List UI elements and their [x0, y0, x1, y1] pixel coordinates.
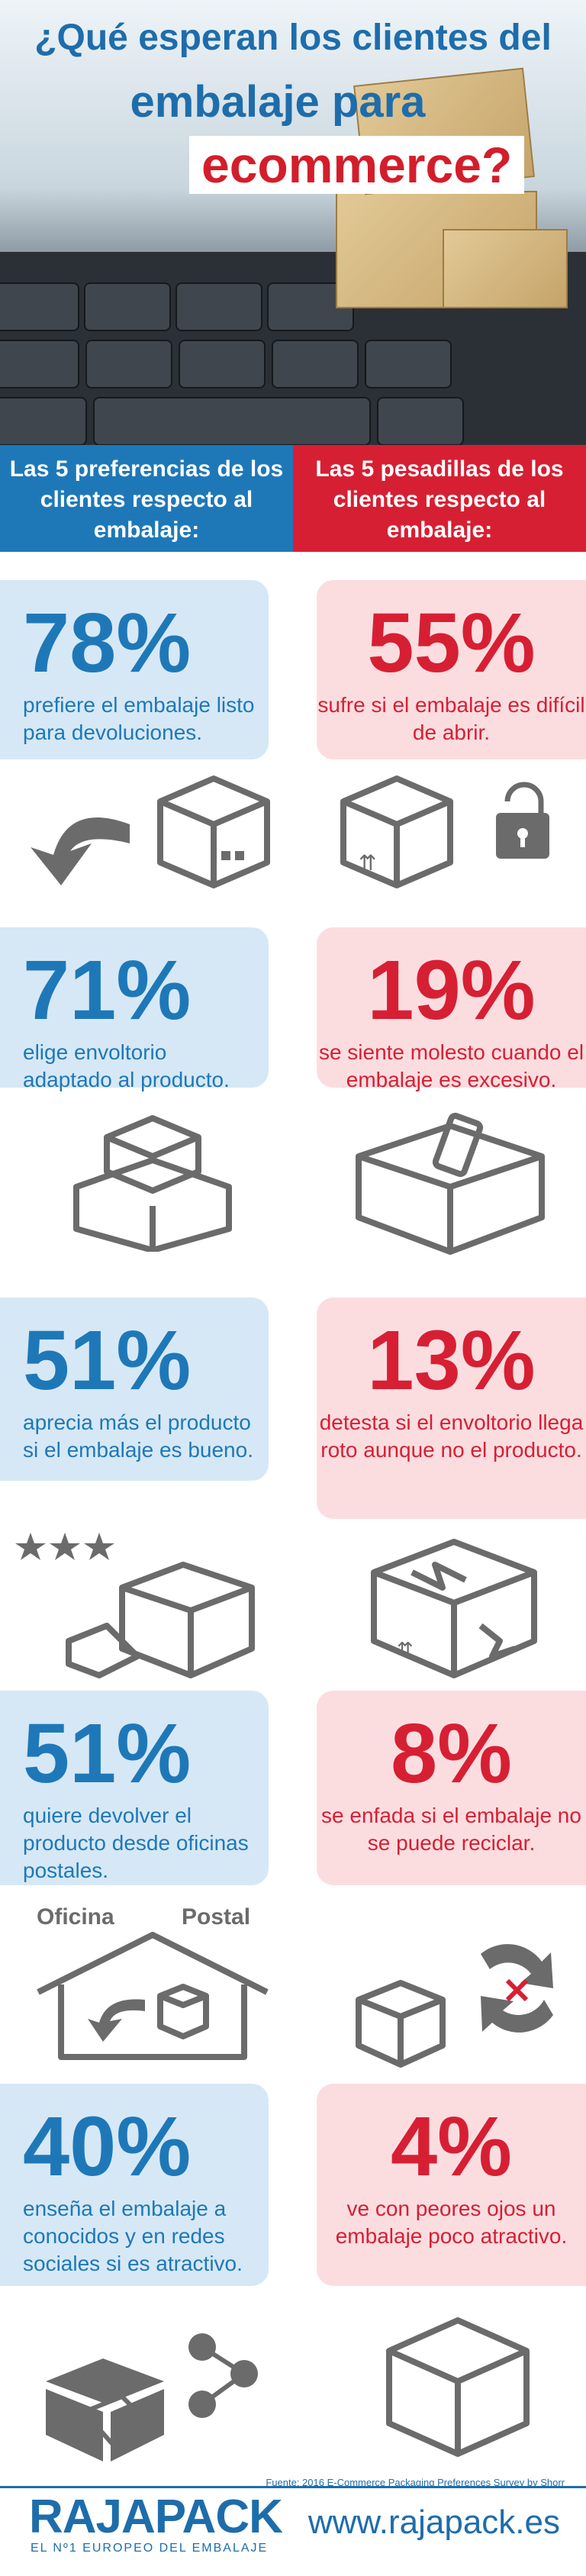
key	[85, 340, 172, 388]
preference-card-1: 78% prefiere el embalaje listo para devo…	[0, 580, 269, 759]
key	[179, 340, 266, 388]
title-line-1: ¿Qué esperan los clientes del	[34, 18, 552, 58]
key	[0, 397, 87, 445]
pain-text: se siente molesto cuando el embalaje es …	[318, 1040, 584, 1091]
preference-percent: 78%	[23, 596, 192, 690]
recycle-box-icon	[356, 1944, 553, 2068]
website-link[interactable]: www.rajapack.es	[307, 2503, 560, 2541]
pain-text: se enfada si el embalaje no se puede rec…	[321, 1804, 581, 1855]
footer-divider	[0, 2486, 586, 2488]
preference-percent: 40%	[23, 2100, 192, 2194]
pain-card-3: 13% detesta si el envoltorio llega roto …	[317, 1298, 586, 1519]
pain-percent: 13%	[367, 1314, 536, 1407]
sealed-box-lock-icon: ⇈	[340, 775, 549, 888]
key	[0, 340, 79, 388]
logo-tagline: EL Nº1 EUROPEO DEL EMBALAJE	[31, 2542, 269, 2555]
preference-text: prefiere el embalaje listo para devoluci…	[23, 693, 255, 744]
key	[93, 397, 371, 445]
post-office-icon	[37, 1932, 269, 2060]
pain-percent: 19%	[367, 943, 536, 1037]
preference-percent: 71%	[23, 943, 192, 1037]
pain-text: detesta si el envoltorio llega roto aunq…	[319, 1411, 584, 1462]
pain-percent: 8%	[391, 1707, 512, 1801]
pain-card-5: 4% ve con peores ojos un embalaje poco a…	[317, 2084, 586, 2286]
fitted-box-icon	[73, 1115, 232, 1252]
oversized-box-phone-icon	[356, 1112, 545, 1255]
share-box-icon	[46, 2333, 258, 2462]
pain-text: ve con peores ojos un embalaje poco atra…	[335, 2197, 568, 2248]
damaged-box-icon: ⇈	[371, 1539, 537, 1678]
preference-text: elige envoltorio adaptado al producto.	[23, 1040, 230, 1091]
right-column-heading: Las 5 pesadillas de los clientes respect…	[293, 445, 586, 552]
plain-box-icon	[386, 2317, 530, 2457]
preference-text: aprecia más el producto si el embalaje e…	[23, 1411, 253, 1462]
rajapack-logo: RAJAPACK	[29, 2491, 283, 2543]
key	[0, 282, 79, 331]
pain-card-4: 8% se enfada si el embalaje no se puede …	[317, 1691, 586, 1885]
office-label: Oficina	[37, 1904, 114, 1930]
title-line-3: ecommerce?	[189, 136, 525, 194]
svg-text:⇈: ⇈	[397, 1639, 414, 1662]
rated-box-tag-icon	[15, 1533, 255, 1678]
preference-percent: 51%	[23, 1314, 192, 1407]
left-column-heading: Las 5 preferencias de los clientes respe…	[0, 445, 293, 552]
source-note: Fuente: 2016 E-Commerce Packaging Prefer…	[266, 2477, 565, 2488]
key	[175, 282, 262, 331]
pain-text: sufre si el embalaje es difícil de abrir…	[317, 693, 585, 744]
key	[365, 340, 452, 388]
pain-percent: 55%	[367, 596, 536, 690]
key	[272, 340, 359, 388]
return-box-icon	[31, 775, 270, 888]
preference-text: enseña el embalaje a conocidos y en rede…	[23, 2197, 243, 2275]
pain-card-1: 55% sufre si el embalaje es difícil de a…	[317, 580, 586, 759]
key	[377, 397, 464, 445]
preference-card-4: 51% quiere devolver el producto desde of…	[0, 1691, 269, 1885]
preference-card-2: 71% elige envoltorio adaptado al product…	[0, 927, 269, 1091]
pain-card-2: 19% se siente molesto cuando el embalaje…	[317, 927, 586, 1091]
preference-percent: 51%	[23, 1707, 192, 1801]
preference-card-3: 51% aprecia más el producto si el embala…	[0, 1298, 269, 1481]
preference-text: quiere devolver el producto desde oficin…	[23, 1804, 249, 1882]
title-line-2: embalaje para	[130, 77, 426, 127]
hero-banner: ¿Qué esperan los clientes del embalaje p…	[0, 0, 586, 445]
key	[84, 282, 171, 331]
pain-percent: 4%	[391, 2100, 512, 2194]
preference-card-5: 40% enseña el embalaje a conocidos y en …	[0, 2084, 269, 2286]
cardboard-box	[443, 229, 568, 308]
postal-label: Postal	[182, 1904, 251, 1930]
svg-text:⇈: ⇈	[359, 850, 376, 875]
